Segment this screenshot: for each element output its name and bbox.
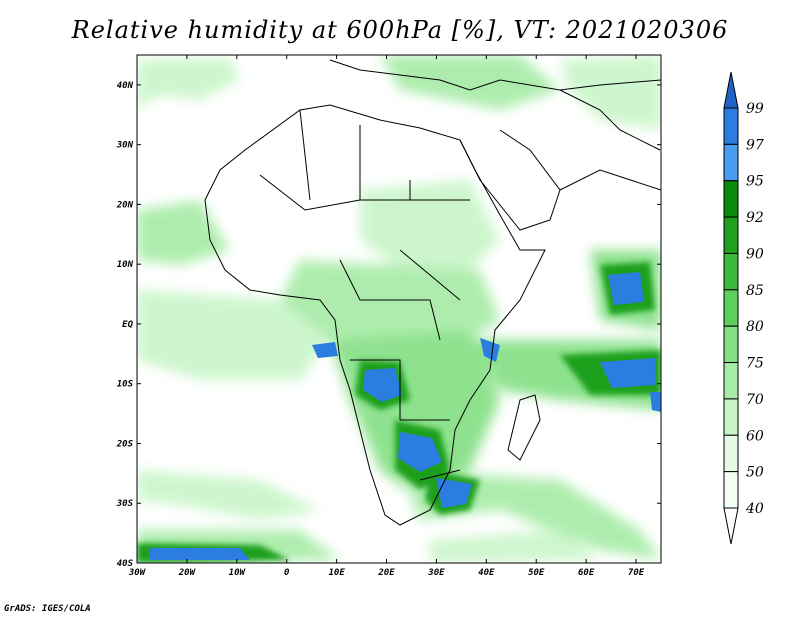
colorbar-label: 60 bbox=[746, 428, 764, 444]
colorbar-swatch bbox=[723, 434, 739, 473]
colorbar-swatch bbox=[723, 216, 739, 254]
lon-tick-label: 20E bbox=[377, 568, 395, 578]
colorbar-label: 50 bbox=[746, 465, 764, 481]
lon-tick-label: 30W bbox=[128, 568, 147, 578]
lon-tick-label: 20W bbox=[178, 568, 197, 578]
credit-text: GrADS: IGES/COLA bbox=[4, 604, 91, 614]
lon-tick-label: 70E bbox=[628, 568, 645, 578]
colorbar-label: 95 bbox=[746, 174, 764, 190]
colorbar-swatch bbox=[723, 471, 739, 509]
lat-tick-label: 20N bbox=[116, 200, 134, 210]
lat-tick-label: 10S bbox=[117, 380, 134, 390]
colorbar-top-arrow bbox=[723, 71, 739, 109]
colorbar-label: 90 bbox=[746, 246, 764, 262]
coastline-outlines bbox=[204, 59, 661, 526]
humidity-field bbox=[137, 55, 661, 563]
colorbar-bottom-arrow bbox=[723, 507, 739, 545]
colorbar-label: 75 bbox=[746, 356, 764, 372]
lon-tick-label: 10W bbox=[229, 568, 247, 578]
lon-tick-label: 10E bbox=[328, 568, 345, 578]
lon-tick-label: 50E bbox=[528, 568, 545, 578]
colorbar-label: 99 bbox=[746, 101, 764, 117]
colorbar-swatch bbox=[723, 252, 739, 291]
colorbar-swatch bbox=[723, 325, 739, 364]
colorbar-label: 80 bbox=[746, 319, 764, 335]
colorbar-swatch bbox=[723, 362, 739, 400]
lat-tick-label: 10N bbox=[117, 260, 134, 270]
latitude-axis: 40N 30N 20N 10N EQ 10S 20S 30S 40S bbox=[116, 81, 661, 569]
lat-tick-label: 30S bbox=[116, 499, 134, 509]
colorbar-label: 70 bbox=[746, 392, 764, 408]
lat-tick-label: EQ bbox=[122, 320, 133, 330]
map-frame bbox=[136, 54, 662, 564]
lat-tick-label: 40S bbox=[117, 559, 134, 569]
lat-tick-label: 30N bbox=[116, 141, 134, 151]
lon-tick-label: 30E bbox=[427, 568, 445, 578]
colorbar-swatch bbox=[723, 107, 739, 145]
lat-tick-label: 40N bbox=[117, 81, 134, 91]
lon-tick-label: 40E bbox=[478, 568, 495, 578]
colorbar-swatch bbox=[723, 289, 739, 327]
colorbar-label: 85 bbox=[746, 283, 764, 299]
colorbar-swatch bbox=[723, 143, 739, 182]
lat-tick-label: 20S bbox=[116, 439, 134, 449]
colorbar: 99 97 95 92 90 85 80 75 70 60 50 40 bbox=[723, 71, 764, 545]
lon-tick-label: 60E bbox=[578, 568, 595, 578]
colorbar-label: 92 bbox=[746, 210, 764, 226]
colorbar-swatch bbox=[723, 398, 739, 436]
chart-title: Relative humidity at 600hPa [%], VT: 202… bbox=[71, 16, 729, 44]
lon-tick-label: 0 bbox=[284, 568, 290, 578]
longitude-axis: 30W 20W 10W 0 10E 20E 30E 40E 50E 60E 70E bbox=[128, 55, 645, 578]
colorbar-label: 40 bbox=[745, 501, 764, 517]
colorbar-swatch bbox=[723, 180, 739, 218]
colorbar-label: 97 bbox=[746, 137, 764, 153]
